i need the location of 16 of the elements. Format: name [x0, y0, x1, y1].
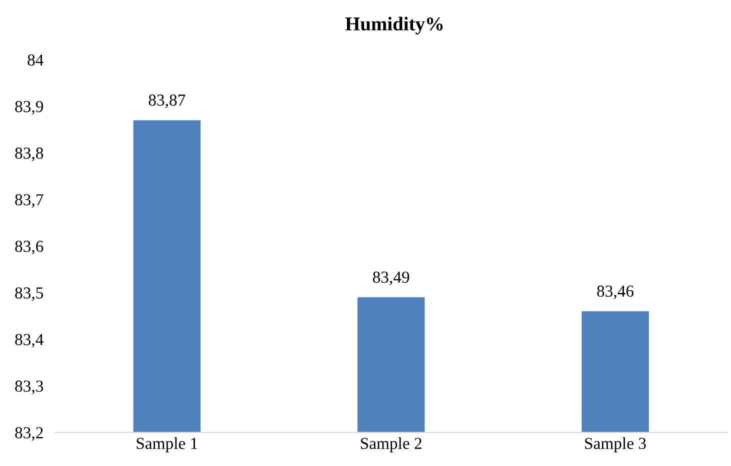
x-tick-label: Sample 2	[360, 437, 422, 452]
y-tick-label: 84	[28, 54, 44, 66]
y-tick-label: 83,4	[15, 334, 44, 348]
chart-title: Humidity%	[345, 16, 443, 34]
x-tick-label: Sample 3	[585, 437, 646, 452]
data-label: 83,49	[372, 272, 410, 286]
y-tick-label: 83,7	[15, 194, 44, 208]
data-label: 83,46	[597, 286, 634, 300]
y-tick-label: 83,8	[15, 148, 44, 162]
y-tick-label: 83,9	[15, 100, 44, 115]
y-tick-label: 83,2	[15, 427, 43, 441]
y-tick-label: 83,5	[15, 287, 44, 301]
y-tick-label: 83,3	[15, 380, 44, 394]
data-label: 83,87	[148, 94, 186, 108]
y-tick-label: 83,6	[15, 240, 44, 254]
x-tick-label: Sample 1	[136, 437, 198, 452]
